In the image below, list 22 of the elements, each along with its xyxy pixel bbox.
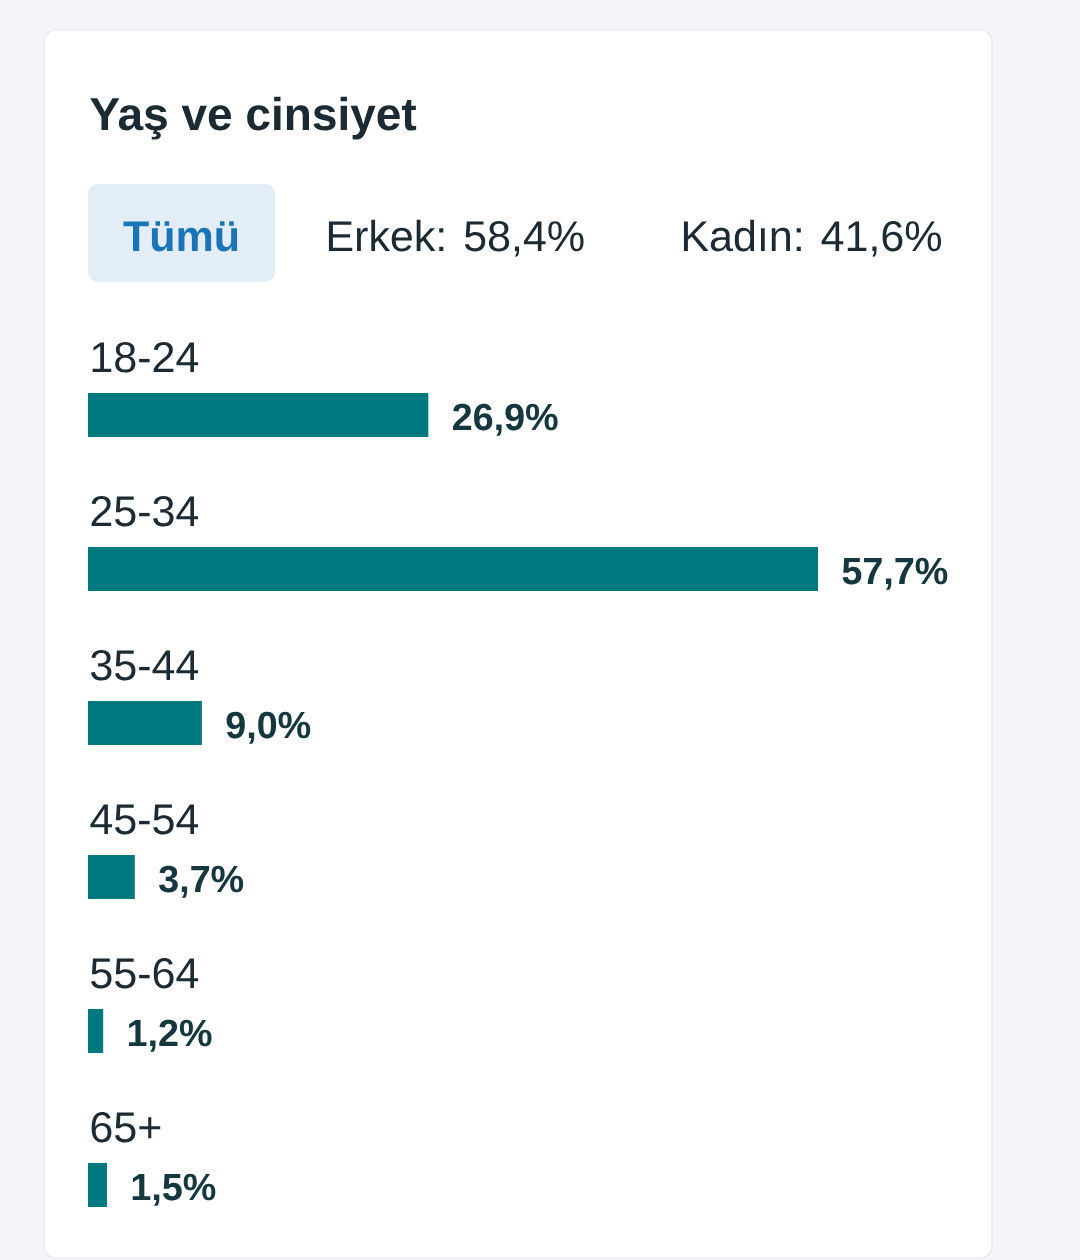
bar xyxy=(88,393,429,438)
y-tick-label: 25-34 xyxy=(91,496,199,527)
bar xyxy=(88,855,135,900)
y-tick-label: 35-44 xyxy=(91,650,199,681)
data-label: 57,7% xyxy=(842,557,948,590)
text: Erkek: 58,4% xyxy=(328,219,584,257)
text: Kadın: 41,6% xyxy=(683,219,941,257)
text: Tümü xyxy=(123,221,238,252)
chart-title: Yaş ve cinsiyet xyxy=(90,96,417,140)
y-tick-label: 65+ xyxy=(91,1111,161,1143)
data-label: 1,5% xyxy=(132,1173,216,1206)
y-tick-label: 55-64 xyxy=(91,957,199,989)
y-tick-label: 18-24 xyxy=(92,342,199,373)
data-label: 1,2% xyxy=(128,1019,212,1052)
data-label: 26,9% xyxy=(453,403,558,436)
data-label: 9,0% xyxy=(226,711,311,744)
bar xyxy=(88,1163,107,1208)
bar xyxy=(88,701,202,746)
y-tick-label: 45-54 xyxy=(90,804,199,835)
bar xyxy=(88,1009,104,1054)
bar xyxy=(88,547,819,592)
data-label: 3,7% xyxy=(159,865,244,898)
